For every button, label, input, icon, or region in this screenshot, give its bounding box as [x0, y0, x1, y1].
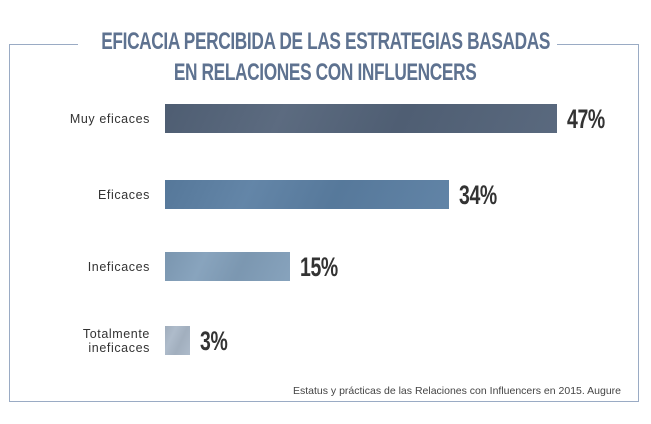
category-label-line: ineficaces	[88, 340, 150, 355]
data-label: 3%	[200, 326, 228, 356]
category-label: Eficaces	[98, 188, 150, 202]
bar	[165, 180, 449, 209]
category-label: Muy eficaces	[70, 112, 150, 126]
bar	[165, 252, 290, 281]
category-label: Totalmente ineficaces	[83, 327, 150, 355]
data-label: 47%	[567, 104, 605, 134]
source-note: Estatus y prácticas de las Relaciones co…	[292, 385, 621, 397]
bar	[165, 326, 190, 355]
category-label-line: Muy eficaces	[69, 111, 150, 126]
category-label: Ineficaces	[88, 260, 150, 274]
data-label: 15%	[300, 252, 338, 282]
chart-frame	[9, 44, 639, 402]
category-label-line: Ineficaces	[87, 259, 150, 274]
bar	[165, 104, 557, 133]
title-line-1: EFICACIA PERCIBIDA DE LAS ESTRATEGIAS BA…	[101, 28, 550, 55]
frame-top-right-line	[557, 44, 639, 45]
category-label-line: Totalmente	[82, 326, 150, 341]
title-line-2: EN RELACIONES CON INFLUENCERS	[174, 59, 477, 86]
data-label: 34%	[459, 180, 497, 210]
category-label-line: Eficaces	[97, 187, 150, 202]
chart-title: EFICACIA PERCIBIDA DE LAS ESTRATEGIAS BA…	[0, 26, 651, 88]
frame-top-left-line	[9, 44, 78, 45]
